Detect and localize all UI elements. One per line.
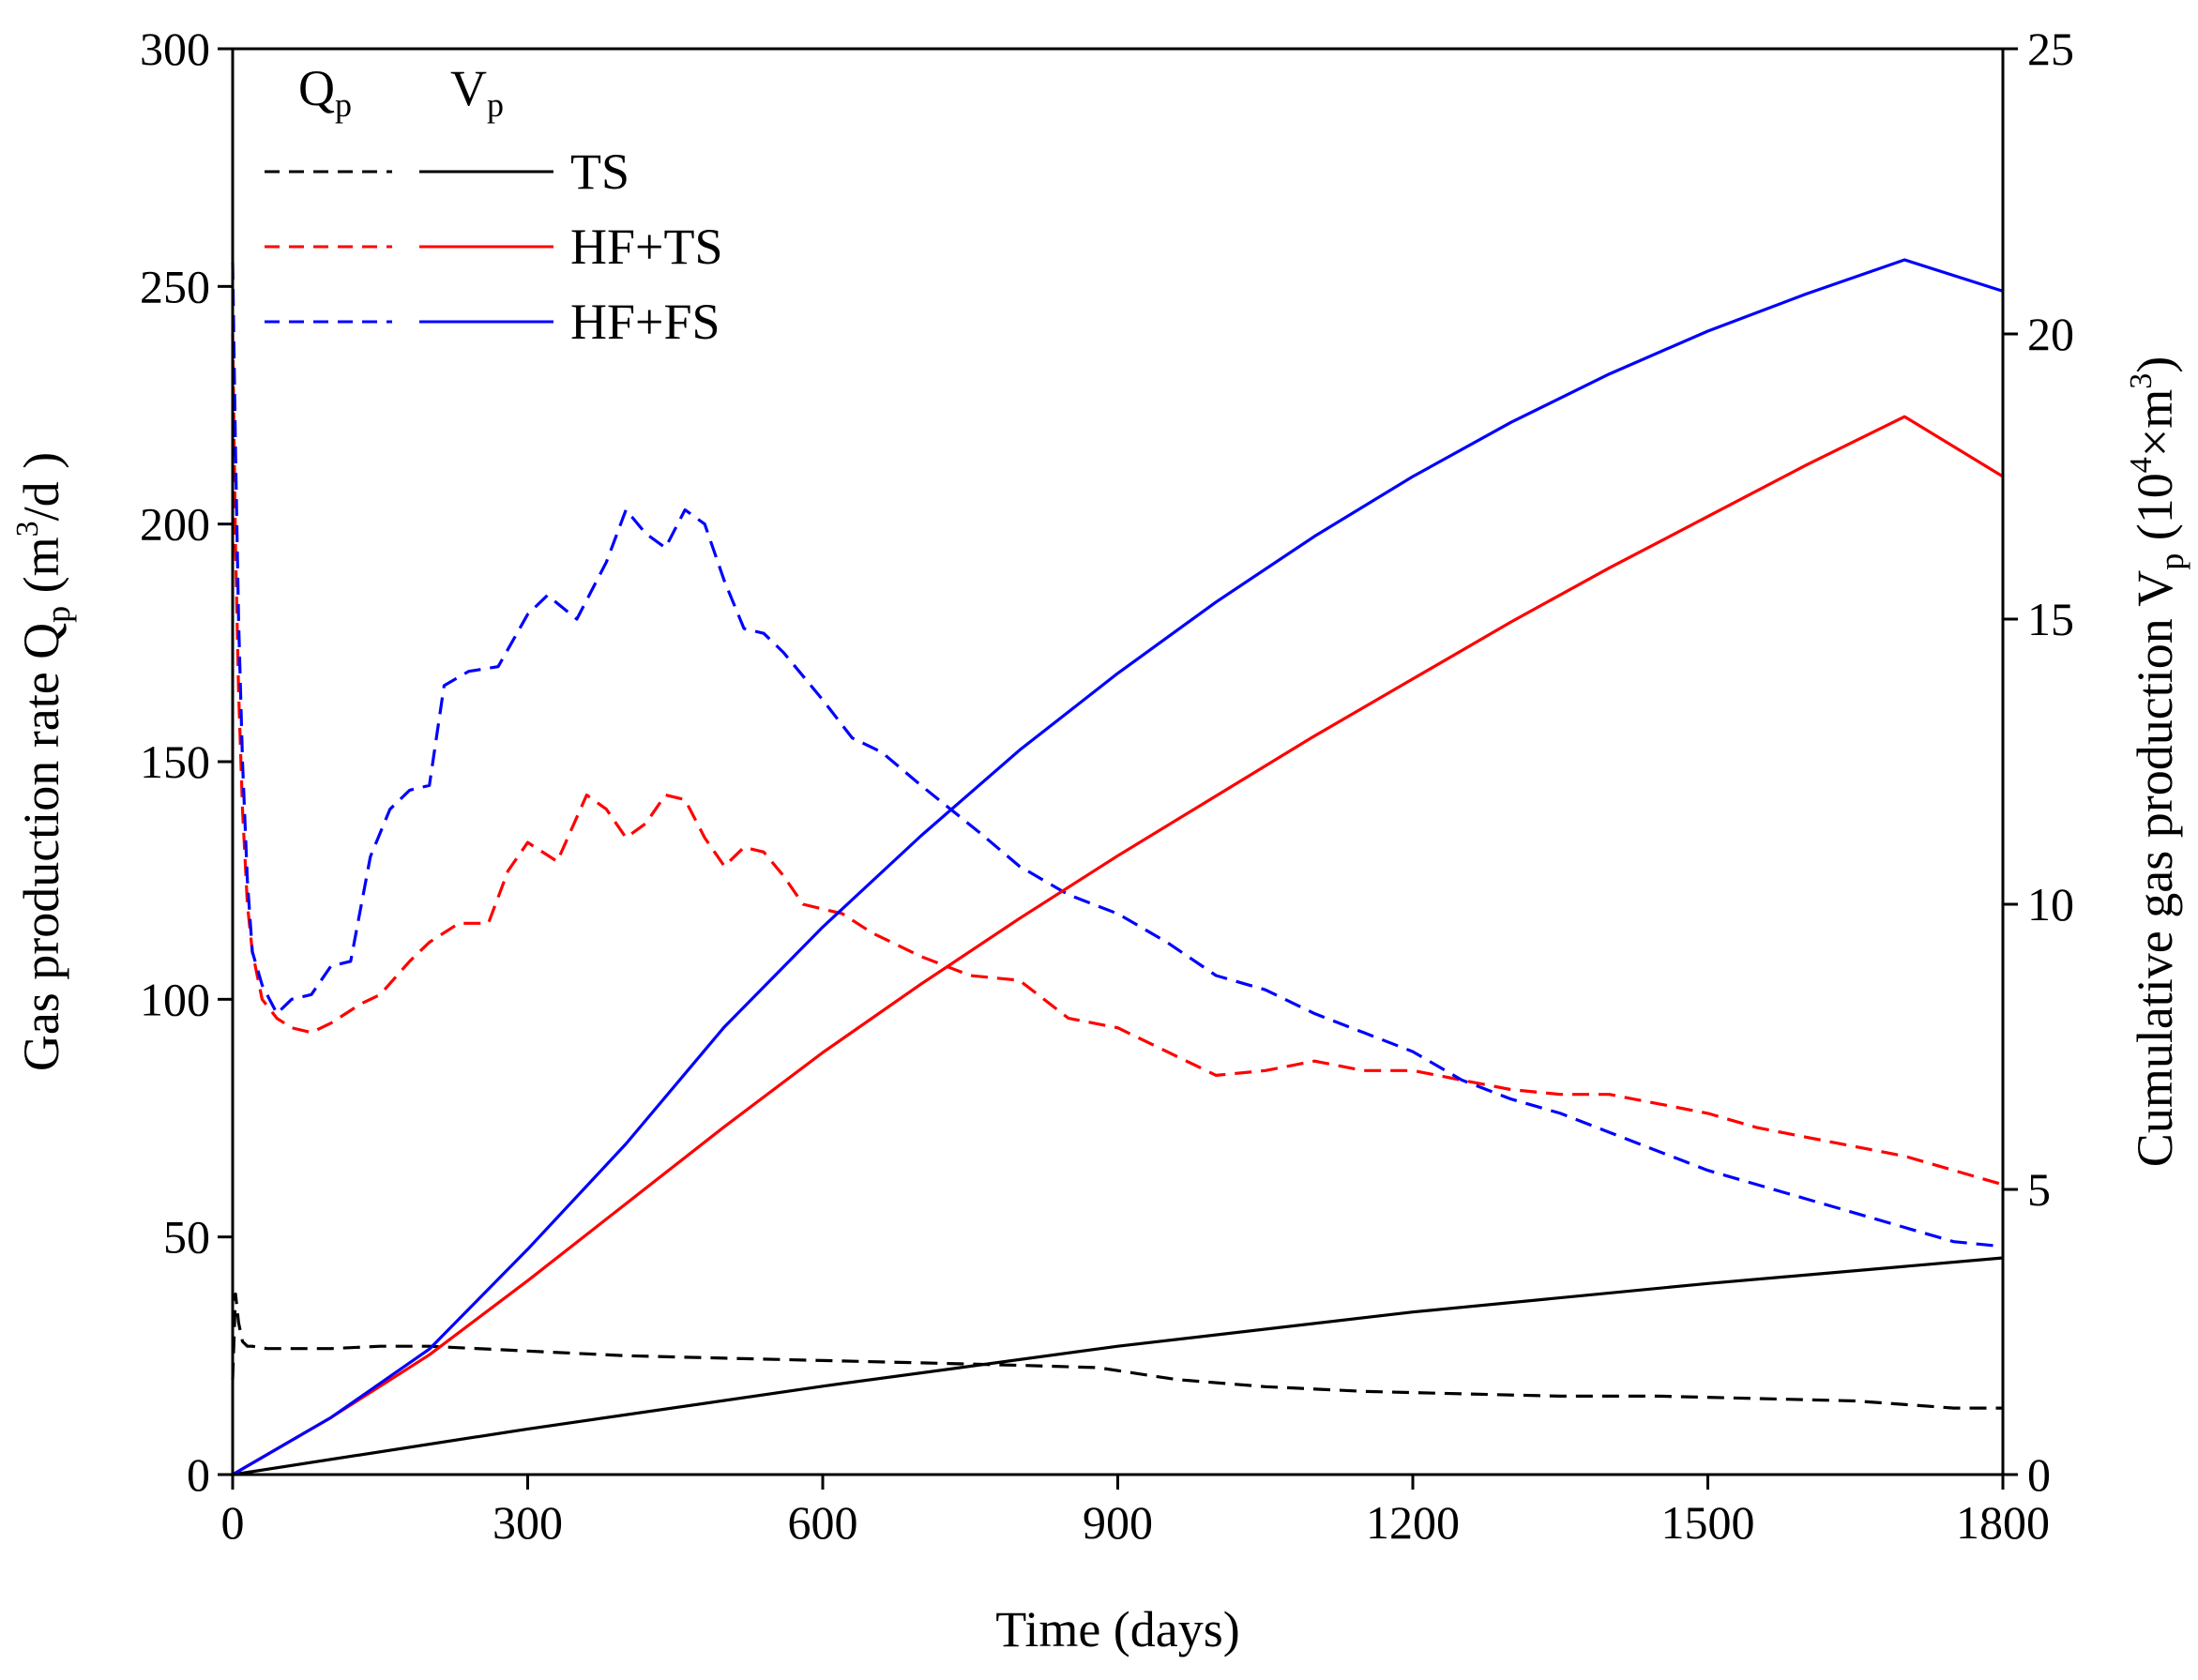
- right-y-tick-label: 0: [2027, 1448, 2051, 1501]
- x-tick-label: 300: [493, 1496, 563, 1549]
- series-ts-qp: [231, 1292, 2003, 1410]
- x-tick-label: 900: [1083, 1496, 1153, 1549]
- right-y-title-unit-end: ): [2127, 356, 2183, 373]
- series-ts-vp: [232, 1256, 2004, 1476]
- axis-ticks: 0 300 600 900 1200 1500 1800050100150200250300…: [140, 23, 2074, 1549]
- right-y-title-unit-post: ×m: [2127, 389, 2183, 457]
- series-hf-fs-qp: [231, 262, 2004, 1249]
- left-y-tick-label: 300: [140, 23, 210, 75]
- left-y-tick-label: 200: [140, 498, 210, 551]
- right-y-tick-label: 5: [2027, 1163, 2051, 1216]
- plot-frame: [231, 47, 2005, 1476]
- legend-label-hfts: HF+TS: [570, 219, 723, 275]
- x-tick-label: 1500: [1661, 1496, 1755, 1549]
- left-y-title-sub: p: [39, 606, 77, 623]
- legend-label-ts: TS: [570, 144, 629, 200]
- right-y-tick-label: 25: [2027, 23, 2074, 75]
- series-hf-ts-qp: [231, 333, 2004, 1187]
- left-y-title-unit-post: /d ): [13, 452, 69, 522]
- series-hf-ts-vp: [232, 415, 2004, 1476]
- left-y-title-main: Gas production rate Q: [13, 623, 69, 1071]
- legend-label-hffs: HF+FS: [570, 294, 720, 350]
- x-tick-label: 1800: [1956, 1496, 2050, 1549]
- series-hf-fs-vp: [232, 258, 2004, 1476]
- legend-header-qp: Qp: [298, 60, 352, 124]
- right-y-title-unit-sup: 4: [2124, 457, 2159, 473]
- right-y-title-unit-pre: (10: [2127, 473, 2183, 552]
- left-y-tick-label: 150: [140, 735, 210, 788]
- right-y-axis-title: Cumulative gas production Vp (104×m3): [2124, 356, 2190, 1167]
- x-tick-label: 0: [221, 1496, 245, 1549]
- left-y-tick-label: 250: [140, 260, 210, 312]
- right-y-title-sub: p: [2153, 553, 2190, 570]
- right-y-title-unit-sup2: 3: [2124, 373, 2159, 389]
- x-tick-label: 1200: [1366, 1496, 1460, 1549]
- x-axis-title: Time (days): [995, 1601, 1240, 1657]
- left-y-title-unit-pre: (m: [13, 537, 69, 606]
- left-y-tick-label: 50: [163, 1211, 210, 1264]
- legend: Qp Vp TS HF+TS HF+FS: [265, 60, 723, 350]
- plot-lines: [231, 258, 2004, 1476]
- right-y-tick-label: 20: [2027, 308, 2074, 360]
- left-y-tick-label: 0: [187, 1448, 210, 1501]
- x-tick-label: 600: [788, 1496, 858, 1549]
- left-y-axis-title: Gas production rate Qp (m3/d ): [10, 452, 77, 1071]
- left-y-title-unit-sup: 3: [10, 521, 45, 537]
- right-y-tick-label: 15: [2027, 593, 2074, 645]
- right-y-tick-label: 10: [2027, 878, 2074, 931]
- right-y-title-main: Cumulative gas production V: [2127, 570, 2183, 1167]
- left-y-tick-label: 100: [140, 973, 210, 1025]
- legend-header-vp: Vp: [450, 60, 504, 124]
